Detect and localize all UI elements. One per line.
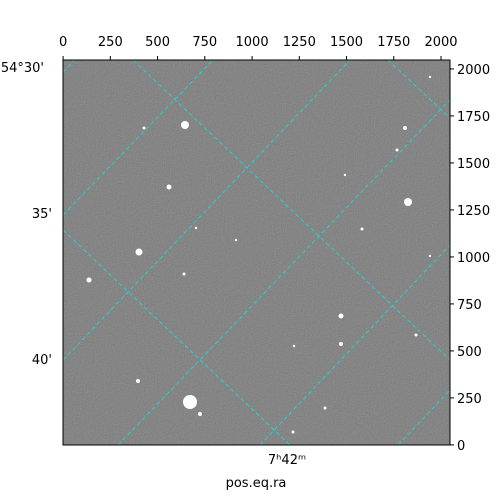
y-tick-label: 1500 bbox=[457, 157, 490, 172]
world-y-label: 54°30' bbox=[1, 61, 44, 76]
world-y-label: 35' bbox=[32, 207, 52, 222]
frame bbox=[62, 59, 451, 446]
x-axis-label: pos.eq.ra bbox=[226, 476, 287, 491]
x-tick-label: 250 bbox=[98, 35, 123, 50]
y-tick-label: 0 bbox=[457, 439, 465, 454]
y-tick-label: 1750 bbox=[457, 110, 490, 125]
x-tick-label: 1500 bbox=[330, 35, 363, 50]
x-tick-label: 1750 bbox=[377, 35, 410, 50]
y-tick-label: 1250 bbox=[457, 204, 490, 219]
x-tick-label: 2000 bbox=[424, 35, 457, 50]
x-tick-label: 1000 bbox=[236, 35, 269, 50]
sky-image bbox=[63, 60, 450, 445]
x-tick-label: 750 bbox=[192, 35, 217, 50]
x-tick-label: 500 bbox=[145, 35, 170, 50]
world-x-label: 7ʰ42ᵐ bbox=[268, 453, 306, 468]
world-y-label: 40' bbox=[32, 353, 52, 368]
y-tick-label: 2000 bbox=[457, 63, 490, 78]
x-tick-label: 0 bbox=[59, 35, 67, 50]
y-tick-label: 750 bbox=[457, 298, 482, 313]
x-tick-label: 1250 bbox=[283, 35, 316, 50]
y-tick-label: 250 bbox=[457, 392, 482, 407]
y-tick-label: 500 bbox=[457, 345, 482, 360]
coordinate-grid bbox=[63, 60, 450, 445]
y-tick-label: 1000 bbox=[457, 251, 490, 266]
